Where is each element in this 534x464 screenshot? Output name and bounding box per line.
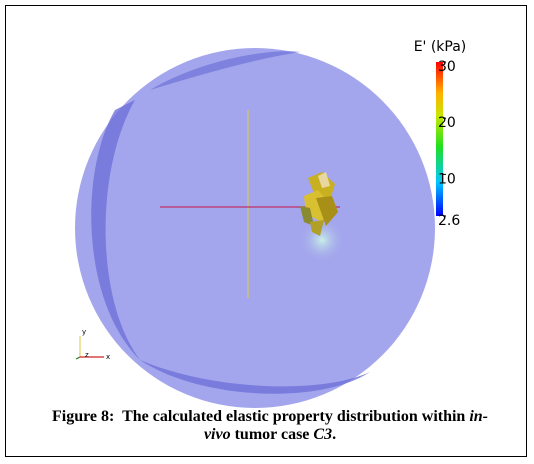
- axis-label: y: [82, 328, 86, 336]
- caption-text: .: [332, 426, 336, 443]
- colorbar-title: E' (kPa): [414, 39, 467, 55]
- colorbar-tick-label: 20: [438, 115, 456, 131]
- caption-label: Figure 8:: [52, 408, 114, 425]
- colorbar-tick-label: 2.6: [438, 213, 460, 229]
- axis-label: x: [106, 353, 110, 361]
- colorbar-tick-label: 10: [438, 171, 456, 187]
- caption-text: The calculated elastic property distribu…: [122, 408, 469, 425]
- axis-label: z: [85, 351, 89, 359]
- page: y z x E' (kPa) 30 20 10 2.6 Figure 8: The c…: [0, 0, 534, 464]
- sphere: [75, 48, 435, 408]
- colorbar: [436, 62, 443, 216]
- caption-text: tumor case: [231, 426, 314, 443]
- colorbar-tick-label: 30: [438, 59, 456, 75]
- caption-italic: C3: [313, 426, 332, 443]
- render: y z x E' (kPa) 30 20 10 2.6: [0, 0, 534, 464]
- caption: Figure 8: The calculated elastic propert…: [50, 408, 490, 444]
- axis-triad: [76, 336, 104, 359]
